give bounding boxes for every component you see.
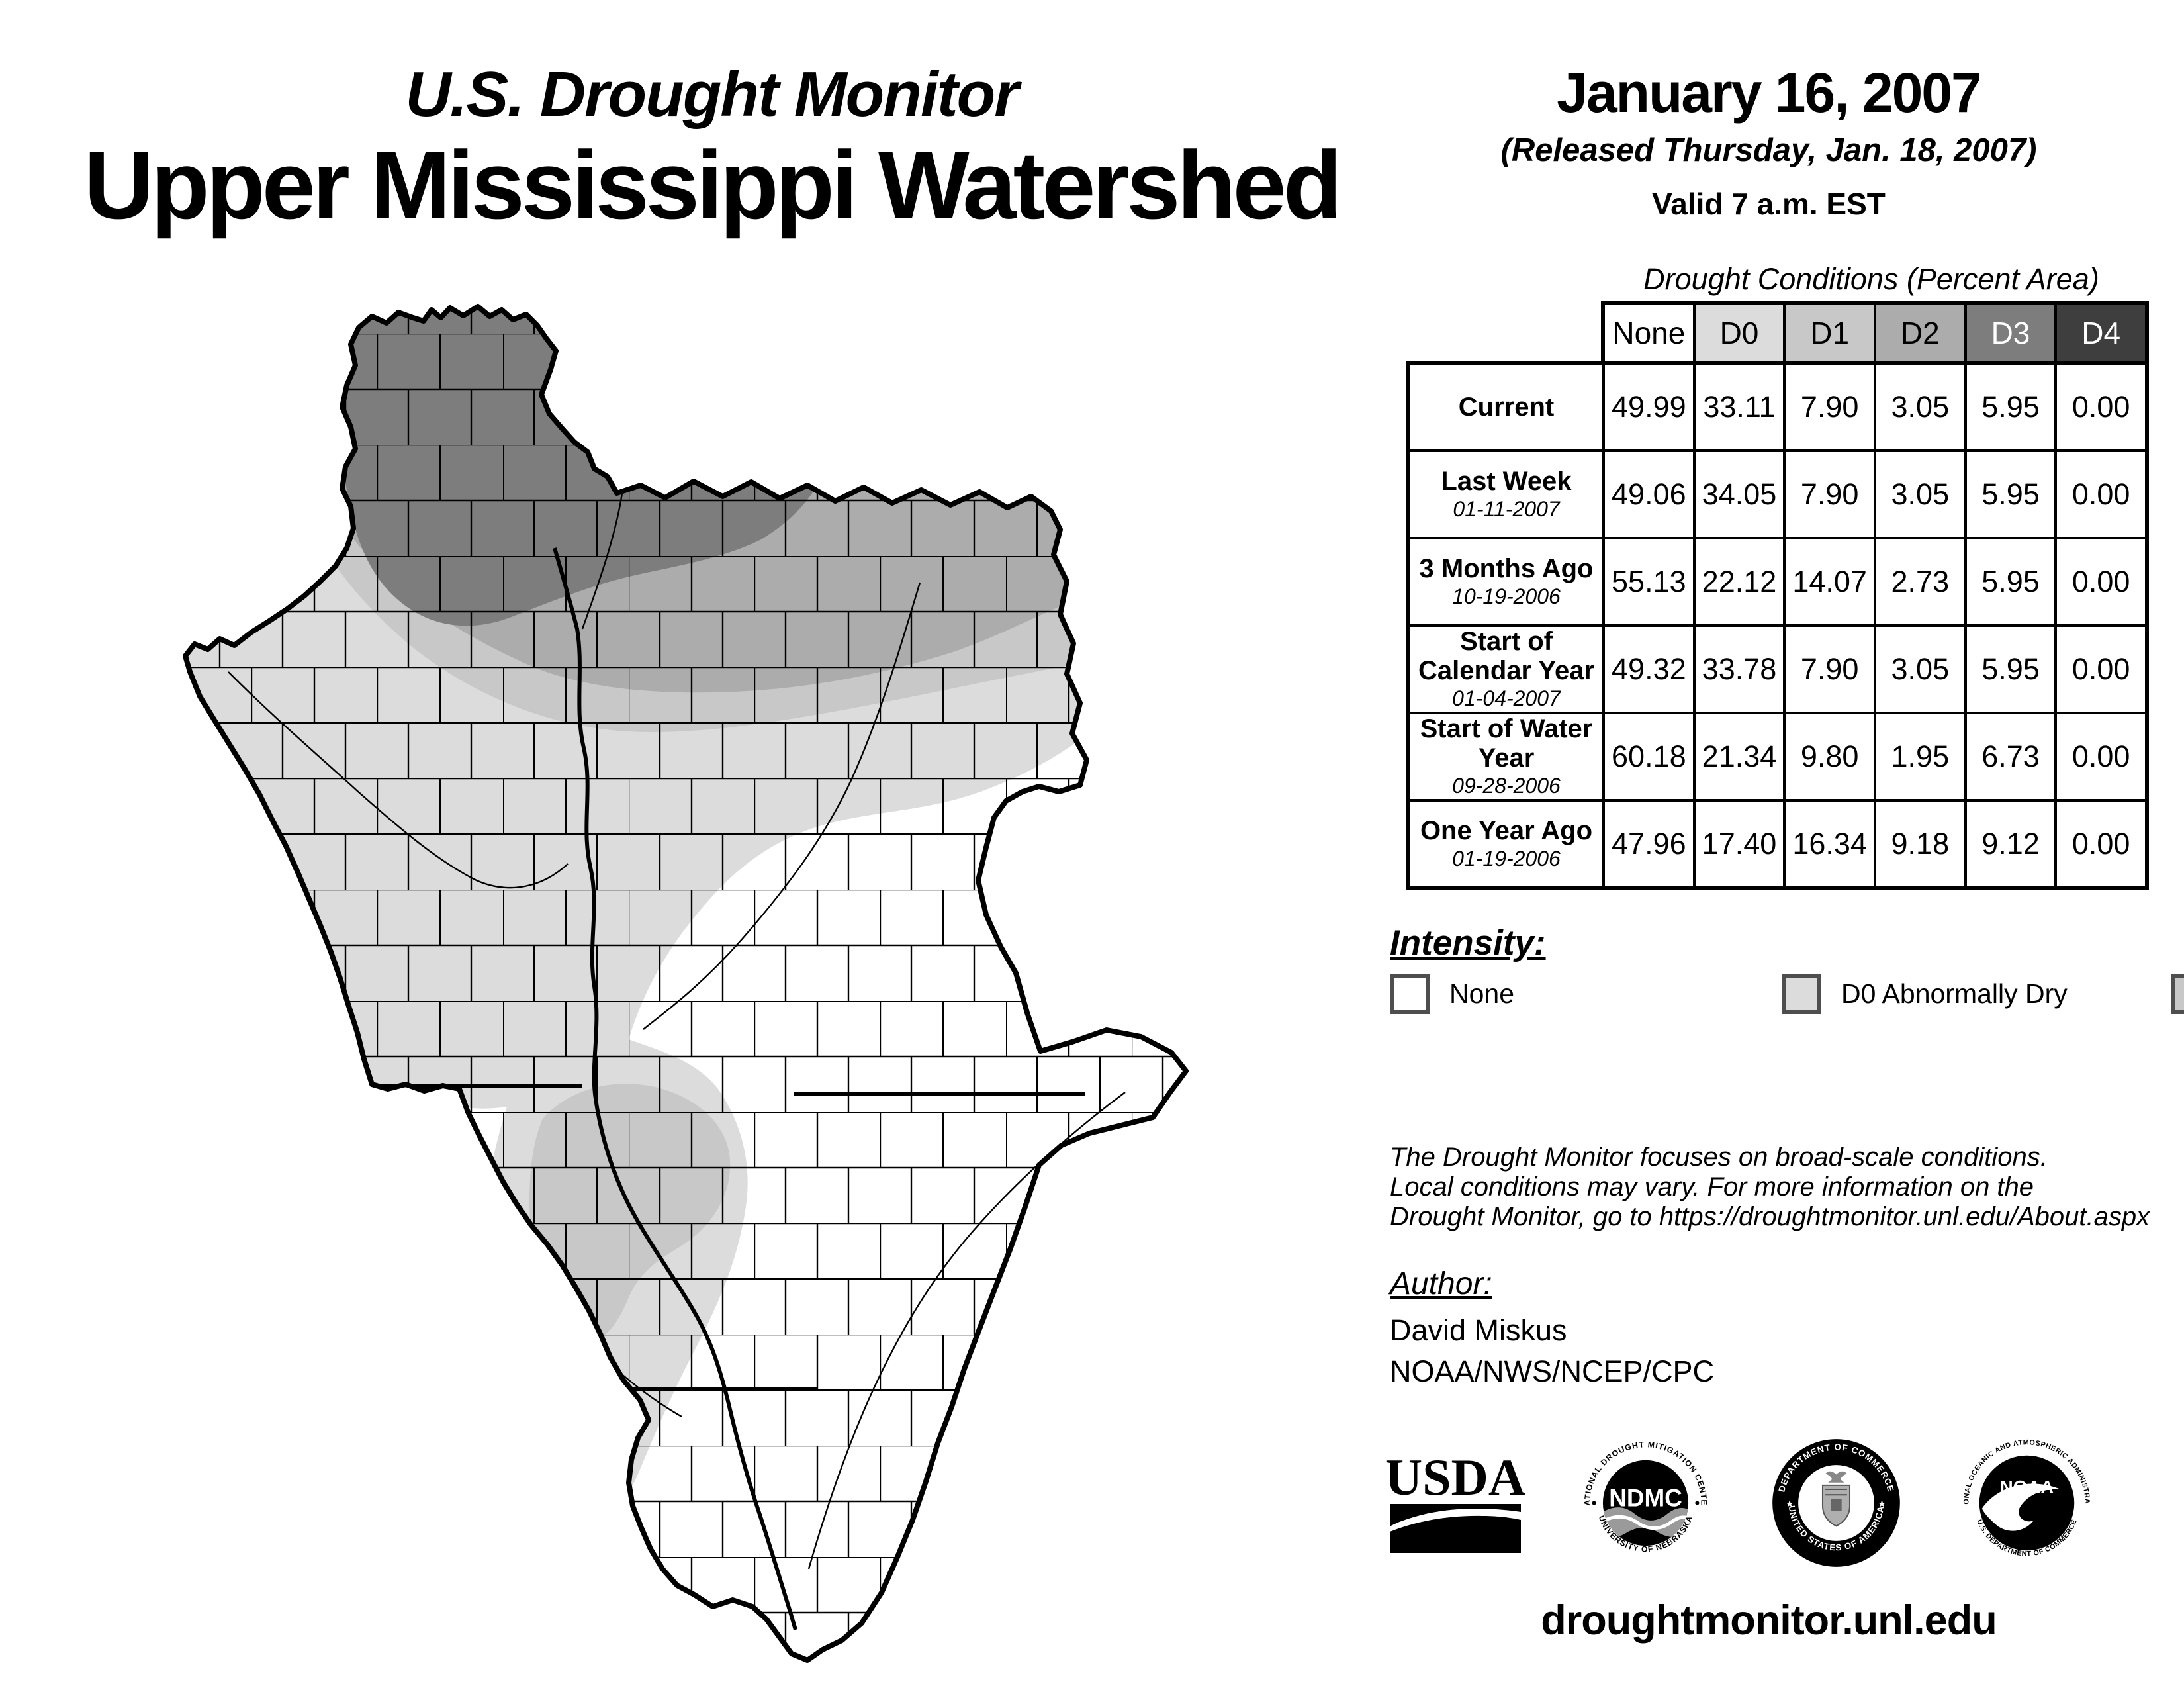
author-heading: Author: xyxy=(1390,1266,1492,1301)
noaa-logo: NATIONAL OCEANIC AND ATMOSPHERIC ADMINIS… xyxy=(1959,1435,2091,1558)
table-value: 60.18 xyxy=(1605,714,1693,799)
table-value: 5.95 xyxy=(1966,539,2055,624)
legend-item-d0: D0 Abnormally Dry xyxy=(1782,968,2171,1020)
row-label: Start of Calendar Year 01-04-2007 xyxy=(1410,627,1602,712)
table-value: 7.90 xyxy=(1786,627,1874,712)
intensity-legend: None D0 Abnormally Dry D1 Moderate Droug… xyxy=(1390,968,2184,1020)
legend-item-none: None xyxy=(1390,968,1782,1020)
date-block: January 16, 2007 (Released Thursday, Jan… xyxy=(1377,61,2161,222)
report-subtitle: U.S. Drought Monitor xyxy=(405,59,1019,130)
svg-text:★: ★ xyxy=(1786,1499,1794,1510)
d1-swatch xyxy=(2171,974,2184,1014)
county-grid xyxy=(185,306,1186,1660)
disclaimer: The Drought Monitor focuses on broad-sca… xyxy=(1390,1143,2150,1231)
table-value: 9.18 xyxy=(1876,802,1964,886)
noaa-wordmark: NOAA xyxy=(2000,1477,2054,1497)
table-value: 3.05 xyxy=(1876,627,1964,712)
valid-time: Valid 7 a.m. EST xyxy=(1652,187,1886,221)
table-title: Drought Conditions (Percent Area) xyxy=(1643,262,2099,296)
ndmc-wordmark: NDMC xyxy=(1609,1485,1682,1512)
table-value: 5.95 xyxy=(1966,452,2055,537)
table-value: 55.13 xyxy=(1605,539,1693,624)
ndmc-logo: NATIONAL DROUGHT MITIGATION CENTER NDMC … xyxy=(1578,1435,1708,1554)
table-value: 0.00 xyxy=(2057,627,2145,712)
table-value: 14.07 xyxy=(1786,539,1874,624)
row-label: Last Week 01-11-2007 xyxy=(1410,452,1602,537)
table-value: 49.99 xyxy=(1605,365,1693,449)
table-value: 33.78 xyxy=(1695,627,1784,712)
commerce-seal: DEPARTMENT OF COMMERCE UNITED STATES OF … xyxy=(1772,1439,1900,1567)
table-value: 0.00 xyxy=(2057,714,2145,799)
table-value: 7.90 xyxy=(1786,365,1874,449)
table-value: 17.40 xyxy=(1695,802,1784,886)
table-value: 5.95 xyxy=(1966,365,2055,449)
legend-heading: Intensity: xyxy=(1390,923,1546,962)
row-label: Current xyxy=(1410,365,1602,449)
table-value: 21.34 xyxy=(1695,714,1784,799)
table-value: 0.00 xyxy=(2057,802,2145,886)
doc-eagle-shield xyxy=(1821,1471,1851,1527)
watershed-outline xyxy=(183,304,1189,1663)
row-label: Start of Water Year 09-28-2006 xyxy=(1410,714,1602,799)
table-value: 49.06 xyxy=(1605,452,1693,537)
table-value: 0.00 xyxy=(2057,365,2145,449)
table-value: 3.05 xyxy=(1876,365,1964,449)
table-value: 49.32 xyxy=(1605,627,1693,712)
usda-logo: USDA xyxy=(1386,1451,1525,1553)
column-header-d3: D3 xyxy=(1966,305,2055,361)
drought-table: None D0 D1 D2 D3 D4 Current 49.99 33.11 … xyxy=(1406,301,2149,890)
column-header-d2: D2 xyxy=(1876,305,1964,361)
droughtmonitor-url[interactable]: droughtmonitor.unl.edu xyxy=(1541,1597,1997,1644)
author-org: NOAA/NWS/NCEP/CPC xyxy=(1390,1354,1715,1388)
map-date: January 16, 2007 xyxy=(1557,62,1982,124)
table-value: 0.00 xyxy=(2057,452,2145,537)
table-value: 0.00 xyxy=(2057,539,2145,624)
table-value: 6.73 xyxy=(1966,714,2055,799)
table-value: 3.05 xyxy=(1876,452,1964,537)
d0-swatch xyxy=(1782,974,1821,1014)
column-header-d4: D4 xyxy=(2057,305,2145,361)
column-header-d1: D1 xyxy=(1786,305,1874,361)
table-value: 7.90 xyxy=(1786,452,1874,537)
usda-wordmark: USDA xyxy=(1386,1451,1525,1506)
table-value: 22.12 xyxy=(1695,539,1784,624)
table-value: 2.73 xyxy=(1876,539,1964,624)
row-label: 3 Months Ago 10-19-2006 xyxy=(1410,539,1602,624)
table-value: 9.12 xyxy=(1966,802,2055,886)
column-header-d0: D0 xyxy=(1695,305,1784,361)
table-value: 5.95 xyxy=(1966,627,2055,712)
table-value: 47.96 xyxy=(1605,802,1693,886)
table-body: Current 49.99 33.11 7.90 3.05 5.95 0.00 … xyxy=(1406,361,2149,890)
release-date: (Released Thursday, Jan. 18, 2007) xyxy=(1500,132,2037,168)
table-value: 1.95 xyxy=(1876,714,1964,799)
svg-text:★: ★ xyxy=(1878,1499,1886,1510)
none-swatch xyxy=(1390,974,1430,1014)
table-header-row: None D0 D1 D2 D3 D4 xyxy=(1601,301,2149,361)
row-label: One Year Ago 01-19-2006 xyxy=(1410,802,1602,886)
table-value: 9.80 xyxy=(1786,714,1874,799)
legend-item-d1: D1 Moderate Drought xyxy=(2171,968,2184,1020)
page-title: Upper Mississippi Watershed xyxy=(84,131,1342,239)
noaa-gull xyxy=(1981,1483,2061,1531)
column-header-none: None xyxy=(1605,305,1693,361)
author-name: David Miskus xyxy=(1390,1313,1567,1347)
table-value: 34.05 xyxy=(1695,452,1784,537)
table-value: 33.11 xyxy=(1695,365,1784,449)
table-value: 16.34 xyxy=(1786,802,1874,886)
watershed-map xyxy=(183,304,1189,1663)
